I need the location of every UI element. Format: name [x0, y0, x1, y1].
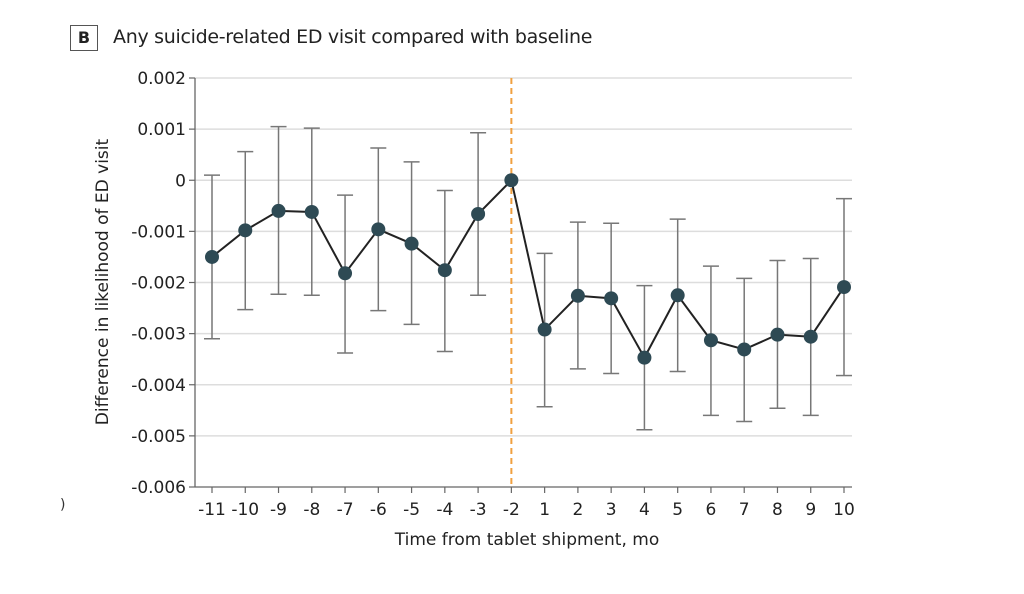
- y-tick-label: 0: [175, 171, 186, 191]
- y-tick-label: -0.006: [131, 478, 186, 498]
- data-point: [437, 263, 452, 278]
- data-point: [703, 333, 718, 348]
- data-point: [471, 206, 486, 221]
- data-point: [770, 327, 785, 342]
- data-point: [837, 280, 851, 295]
- y-tick-label: -0.005: [131, 427, 186, 447]
- y-tick-label: -0.002: [131, 274, 186, 294]
- x-tick-label: -5: [403, 500, 420, 520]
- x-axis-title: Time from tablet shipment, mo: [394, 530, 660, 550]
- data-point: [537, 322, 552, 337]
- data-point: [271, 203, 286, 218]
- data-point: [338, 266, 353, 281]
- data-point: [304, 204, 319, 219]
- data-point: [404, 236, 419, 251]
- x-tick-label: -10: [231, 500, 259, 520]
- data-point: [737, 342, 752, 357]
- x-tick-label: 4: [639, 500, 650, 520]
- data-point: [637, 350, 652, 365]
- x-tick-label: 5: [672, 500, 683, 520]
- x-tick-label: 9: [805, 500, 816, 520]
- y-tick-label: -0.004: [131, 376, 186, 396]
- panel-label: B: [77, 28, 91, 47]
- x-tick-label: -7: [337, 500, 354, 520]
- x-tick-label: 1: [539, 500, 550, 520]
- data-point: [371, 222, 386, 237]
- x-tick-label: -4: [436, 500, 453, 520]
- x-tick-label: -8: [303, 500, 320, 520]
- x-tick-label: -3: [470, 500, 487, 520]
- data-point: [803, 329, 818, 344]
- x-tick-label: 3: [606, 500, 617, 520]
- x-tick-label: 2: [572, 500, 583, 520]
- x-tick-label: 8: [772, 500, 783, 520]
- y-tick-label: -0.003: [131, 325, 186, 345]
- y-tick-label: 0.002: [137, 69, 186, 89]
- data-point: [205, 249, 219, 264]
- data-point: [670, 288, 685, 303]
- stray-mark: ): [60, 497, 66, 513]
- y-tick-label: -0.001: [131, 222, 186, 242]
- x-tick-label: -6: [370, 500, 387, 520]
- x-tick-label: 10: [833, 500, 855, 520]
- x-tick-label: 6: [706, 500, 717, 520]
- y-axis-ticks: 0.002 0.001 0 -0.001 -0.002 -0.003 -0.004 -0.00…: [131, 69, 195, 498]
- x-axis-ticks: -11 -10 -9 -8 -7 -6 -5 -4 -3 -2 1 2 3 4 5 6 7 8 9 10: [198, 487, 855, 520]
- data-point: [604, 291, 619, 306]
- x-tick-label: -2: [503, 500, 520, 520]
- gridlines: [195, 77, 852, 437]
- panel-label-box: B: [70, 25, 98, 51]
- x-tick-label: -11: [198, 500, 226, 520]
- x-tick-label: -9: [270, 500, 287, 520]
- data-points: [205, 173, 851, 365]
- data-point: [238, 223, 253, 238]
- series-line: [211, 178, 845, 360]
- data-point: [570, 288, 585, 303]
- data-point: [504, 173, 519, 188]
- x-tick-label: 7: [739, 500, 750, 520]
- y-tick-label: 0.001: [137, 120, 186, 140]
- chart-title: Any suicide-related ED visit compared wi…: [113, 26, 593, 48]
